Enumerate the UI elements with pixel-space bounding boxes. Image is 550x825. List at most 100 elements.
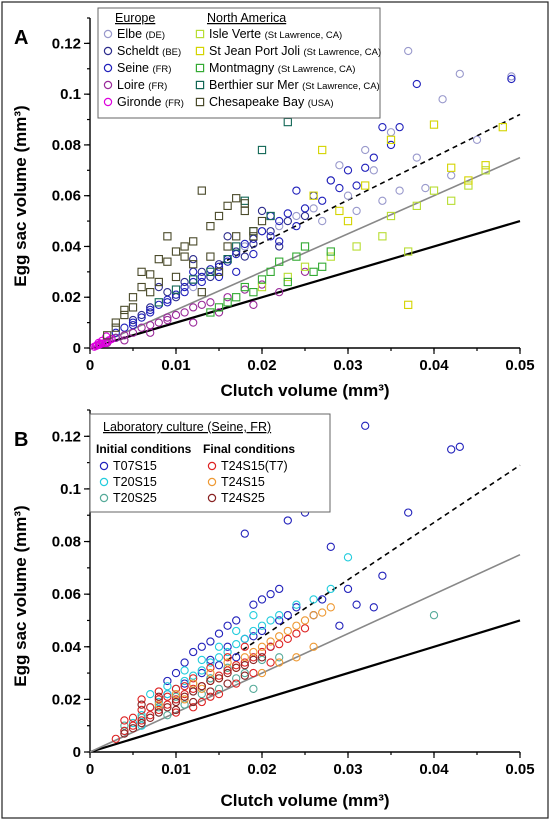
panel-a-legend-label-chesapeake-bay: Chesapeake Bay (USA)	[209, 95, 334, 109]
panel-b-legend-title: Laboratory culture (Seine, FR)	[103, 420, 271, 434]
panel-a-point-elbe	[507, 72, 516, 81]
panel-b-point-t20s25	[180, 700, 189, 709]
panel-b-point-t24s25	[240, 671, 249, 680]
panel-b-point-t24s25	[223, 668, 232, 678]
panel-a-point-loire	[120, 336, 129, 345]
panel-a-legend-label-berthier-sur-mer: Berthier sur Mer (St Lawrence, CA)	[209, 78, 380, 92]
panel-b-point-t24s15	[275, 632, 284, 641]
panel-a-point-isle-verte	[352, 242, 361, 251]
panel-a-point-chesapeake-bay	[197, 186, 206, 195]
panel-a-point-gironde	[103, 337, 112, 346]
panel-a-x-tick-label: 0.04	[419, 357, 449, 374]
panel-a-point-loire	[154, 318, 163, 327]
panel-b-point-t24s25	[189, 687, 198, 696]
panel-b-point-t07s15	[223, 642, 232, 651]
panel-a-point-seine	[395, 123, 404, 132]
panel-b-point-t20s15	[240, 634, 249, 644]
panel-b-point-t24s15-t7	[266, 642, 275, 651]
panel-b-point-t07s15	[352, 600, 361, 609]
panel-a-legend-box	[97, 7, 381, 119]
panel-a-y-tick-label: 0.1	[60, 86, 81, 103]
panel-b-point-t20s15	[197, 666, 206, 675]
panel-a-point-seine	[266, 211, 275, 221]
panel-a-point-scheldt	[206, 272, 215, 282]
panel-a-point-elbe	[361, 145, 370, 155]
panel-a-point-seine	[507, 74, 516, 84]
panel-a-point-chesapeake-bay	[137, 267, 146, 276]
panel-b-point-t24s15	[223, 658, 232, 667]
panel-b-point-t07s15	[361, 421, 370, 430]
panel-a-point-seine	[120, 323, 129, 332]
panel-b-point-t24s15-t7	[189, 703, 198, 712]
panel-a-point-st-jean-port-joli	[386, 135, 396, 144]
panel-a-point-loire	[197, 300, 206, 309]
panel-b-point-t24s15	[292, 621, 301, 630]
panel-b-point-t24s15-t7	[128, 721, 138, 730]
panel-b-point-t20s15	[309, 595, 318, 604]
panel-a-point-seine	[214, 262, 224, 271]
panel-b-point-t24s15-t7	[249, 668, 258, 678]
panel-b-x-axis-title: Clutch volume (mm³)	[220, 791, 389, 810]
panel-a-point-seine	[163, 295, 172, 304]
panel-b-point-t20s25	[249, 684, 258, 694]
panel-a-point-chesapeake-bay	[214, 267, 224, 276]
panel-a-point-isle-verte	[300, 262, 310, 271]
panel-a-y-tick-label: 0.06	[52, 188, 81, 205]
panel-b-point-t20s15	[137, 721, 146, 730]
panel-b-point-t20s25	[171, 692, 181, 701]
panel-a-point-elbe	[335, 161, 344, 170]
panel-b-y-tick-label: 0.06	[52, 586, 81, 603]
panel-b-legend-label-t20s25: T20S25	[113, 491, 157, 505]
panel-a-point-montmagny	[275, 257, 284, 266]
panel-a-point-loire	[137, 323, 146, 332]
panel-b-point-t24s25	[240, 661, 249, 670]
panel-b-point-t07s15	[171, 668, 181, 678]
panel-a-legend-marker-gironde	[103, 97, 113, 107]
panel-a-point-scheldt	[189, 255, 198, 264]
panel-b-point-t24s25	[249, 655, 258, 665]
panel-b-point-t24s15	[300, 616, 310, 625]
panel-a-legend-sub-gironde: (FR)	[165, 98, 184, 109]
panel-b-point-t20s25	[120, 721, 129, 730]
panel-a-point-loire	[128, 328, 138, 337]
panel-a-y-tick-label: 0.08	[52, 137, 81, 154]
panel-a-point-isle-verte	[404, 247, 413, 256]
panel-b-y-axis-title: Egg sac volume (mm³)	[11, 505, 30, 686]
panel-a-point-scheldt	[266, 227, 275, 236]
panel-a-point-seine	[137, 313, 146, 322]
panel-a-point-chesapeake-bay	[223, 242, 232, 251]
panel-b-point-t24s15	[154, 700, 163, 709]
panel-b-point-t24s25	[257, 653, 267, 662]
panel-b-point-t24s15-t7	[232, 679, 241, 688]
panel-a-legend-marker-montmagny	[195, 63, 205, 73]
panel-a-point-chesapeake-bay	[232, 232, 241, 241]
panel-b-legend-label-t07s15: T07S15	[113, 459, 157, 473]
panel-a-legend: Europe Elbe (DE) Scheldt (BE) Seine (FR) Loi…	[97, 7, 381, 119]
panel-a-point-loire	[120, 331, 129, 340]
panel-b-point-t20s15	[180, 676, 189, 686]
panel-a-point-seine	[146, 308, 155, 317]
panel-a-point-chesapeake-bay	[128, 293, 138, 302]
panel-b-point-t20s25	[240, 668, 249, 678]
panel-b-point-t24s15-t7	[180, 689, 189, 699]
panel-a-point-montmagny	[223, 298, 232, 307]
panel-a-point-chesapeake-bay	[171, 272, 181, 282]
panel-b-point-t07s15	[275, 616, 284, 625]
panel-a-point-seine	[335, 183, 344, 193]
panel-b-point-t24s15-t7	[163, 700, 172, 709]
panel-a-point-scheldt	[154, 282, 163, 292]
panel-a-point-berthier-sur-mer	[171, 285, 181, 294]
panel-b-point-t24s15	[257, 668, 267, 678]
panel-a-point-gironde	[102, 332, 111, 341]
panel-a-point-scheldt	[128, 315, 138, 325]
panel-a-y-tick-label: 0	[73, 340, 81, 357]
panel-a-legend-sub-elbe: (DE)	[146, 30, 166, 41]
panel-b-point-t24s15-t7	[257, 647, 267, 657]
panel-a-point-elbe	[343, 191, 353, 200]
panel-a-point-elbe	[438, 95, 447, 104]
panel-b-point-t20s15	[292, 600, 301, 609]
panel-b-x-tick-label: 0.02	[247, 761, 276, 778]
panel-b-point-t24s25	[128, 724, 138, 733]
panel-a-point-loire	[189, 303, 198, 312]
